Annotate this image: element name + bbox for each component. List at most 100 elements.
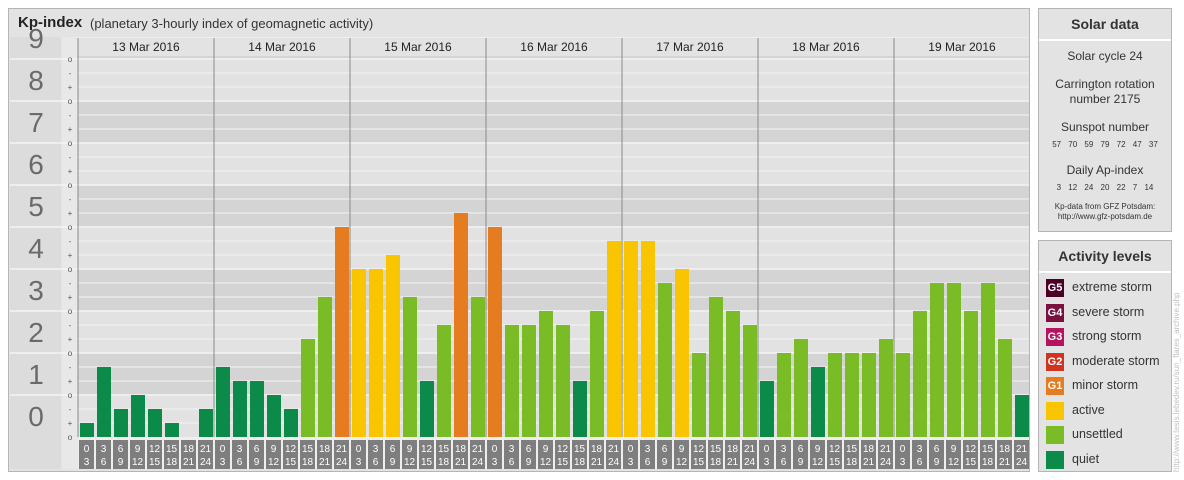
interval-cell: [334, 440, 349, 469]
interval-cell: [470, 440, 485, 469]
minor-tick-label: +: [68, 209, 73, 218]
interval-start-label: 0: [628, 444, 634, 455]
kp-bar: [743, 324, 757, 437]
kp-bar: [403, 297, 417, 437]
kp-bar: [131, 395, 145, 437]
minor-tick-label: o: [68, 139, 73, 148]
interval-start-label: 9: [135, 444, 141, 455]
kp-bar: [981, 282, 995, 437]
kp-bar: [267, 395, 281, 437]
interval-start-label: 0: [900, 444, 906, 455]
kp-bar: [862, 353, 876, 437]
sunspot-values: 57 70 59 79 72 47 37: [1052, 140, 1158, 149]
interval-end-label: 12: [404, 457, 416, 468]
ap-values: 3 12 24 20 22 7 14: [1056, 183, 1154, 192]
minor-tick-label: -: [69, 69, 72, 78]
kp-bar: [624, 240, 638, 437]
minor-tick-label: -: [69, 405, 72, 414]
interval-start-label: 9: [271, 444, 277, 455]
legend-swatch: G3: [1046, 328, 1064, 346]
day-header-strip: [78, 38, 1029, 56]
interval-end-label: 6: [781, 457, 787, 468]
interval-start-label: 12: [557, 444, 569, 455]
kp-bar: [794, 339, 808, 437]
interval-end-label: 24: [608, 457, 620, 468]
interval-start-label: 21: [1016, 444, 1028, 455]
interval-cell: [79, 440, 94, 469]
kp-band: [78, 56, 1029, 59]
legend-swatch: G5: [1046, 279, 1064, 297]
source-line2: http://www.gfz-potsdam.de: [1057, 212, 1153, 221]
minor-tick-label: o: [68, 391, 73, 400]
day-label: 17 Mar 2016: [656, 40, 724, 54]
interval-start-label: 18: [319, 444, 331, 455]
interval-start-label: 3: [781, 444, 787, 455]
kp-bar-chart: 0123456789o+-o+-o+-o+-o+-o+-o+-o+-o+-o13…: [10, 23, 1029, 469]
legend-label: moderate storm: [1072, 353, 1160, 368]
minor-tick-label: +: [68, 167, 73, 176]
kp-bar: [505, 324, 519, 437]
interval-cell: [708, 440, 723, 469]
interval-cell: [300, 440, 315, 469]
kp-bar: [692, 353, 706, 437]
legend-swatch: [1046, 450, 1064, 469]
minor-tick-label: -: [69, 279, 72, 288]
interval-end-label: 21: [863, 457, 875, 468]
interval-cell: [130, 440, 145, 469]
minor-tick-label: -: [69, 237, 72, 246]
legend-swatch: G2: [1046, 352, 1064, 371]
legend-label: extreme storm: [1072, 280, 1152, 294]
kp-bar: [726, 311, 740, 437]
kp-bar: [845, 353, 859, 437]
day-label: 18 Mar 2016: [792, 40, 860, 54]
interval-end-label: 3: [84, 457, 90, 468]
interval-end-label: 6: [373, 457, 379, 468]
kp-bar: [930, 282, 944, 437]
interval-cell: [1014, 440, 1029, 469]
interval-end-label: 21: [727, 457, 739, 468]
solar-data-heading: Solar data: [1039, 9, 1171, 41]
interval-end-label: 9: [118, 457, 124, 468]
interval-end-label: 15: [421, 457, 433, 468]
legend-label: quiet: [1072, 451, 1100, 466]
interval-cell: [878, 440, 893, 469]
interval-end-label: 15: [285, 457, 297, 468]
kp-band: [78, 311, 1029, 353]
interval-end-label: 3: [356, 457, 362, 468]
source-line1: Kp-data from GFZ Potsdam:: [1054, 202, 1156, 211]
y-tick-label: 3: [28, 275, 44, 306]
kp-bar: [335, 227, 349, 437]
y-tick-label: 4: [28, 233, 44, 264]
interval-start-label: 3: [509, 444, 515, 455]
interval-end-label: 21: [319, 457, 331, 468]
kp-bar: [777, 353, 791, 437]
interval-cell: [963, 440, 978, 469]
interval-cell: [997, 440, 1012, 469]
kp-bar: [709, 297, 723, 437]
kp-bar: [216, 366, 230, 437]
interval-cell: [419, 440, 434, 469]
kp-bar: [896, 353, 910, 437]
interval-start-label: 9: [815, 444, 821, 455]
kp-bar: [165, 423, 179, 437]
interval-end-label: 12: [948, 457, 960, 468]
interval-start-label: 9: [543, 444, 549, 455]
minor-tick-label: +: [68, 83, 73, 92]
kp-bar: [97, 366, 111, 437]
minor-tick-label: o: [68, 307, 73, 316]
kp-bar: [437, 324, 451, 437]
interval-end-label: 18: [574, 457, 586, 468]
kp-bar: [1015, 395, 1029, 437]
interval-cell: [742, 440, 757, 469]
interval-cell: [895, 440, 910, 469]
interval-end-label: 9: [390, 457, 396, 468]
interval-cell: [538, 440, 553, 469]
interval-cell: [249, 440, 264, 469]
legend-swatch: G4: [1046, 303, 1064, 322]
kp-bar: [641, 240, 655, 437]
interval-end-label: 6: [917, 457, 923, 468]
solar-data-panel: Solar data Solar cycle 24 Carrington rot…: [1038, 8, 1172, 232]
interval-start-label: 21: [880, 444, 892, 455]
interval-cell: [827, 440, 842, 469]
interval-end-label: 15: [557, 457, 569, 468]
